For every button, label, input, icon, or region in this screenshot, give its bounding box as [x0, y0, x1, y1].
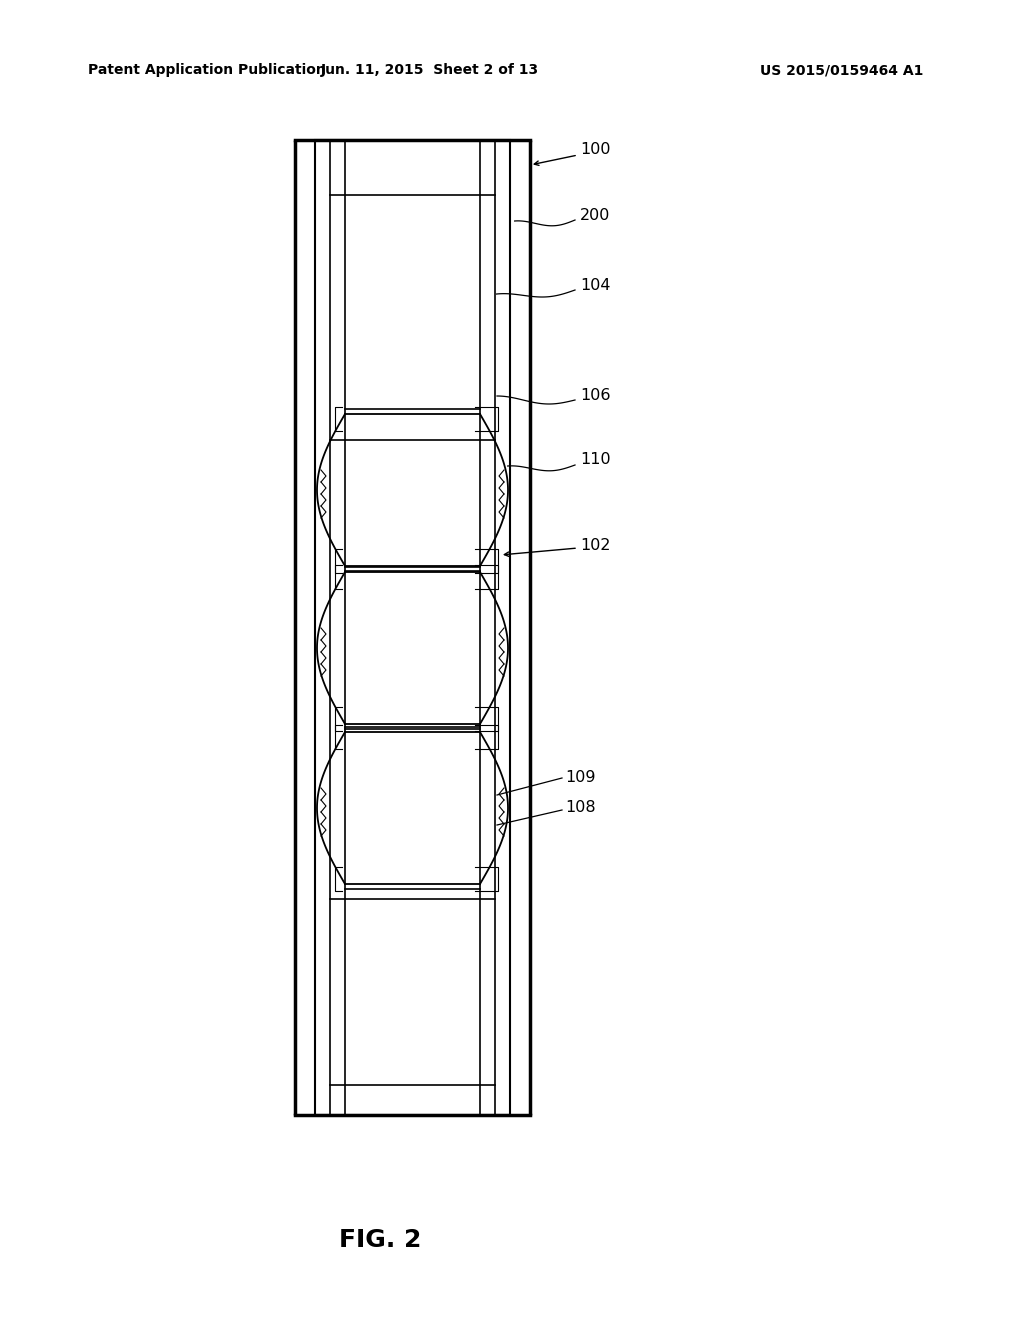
Text: 109: 109	[565, 771, 596, 785]
Text: US 2015/0159464 A1: US 2015/0159464 A1	[760, 63, 924, 77]
Text: 106: 106	[580, 388, 610, 403]
Text: 108: 108	[565, 800, 596, 816]
Text: 200: 200	[580, 207, 610, 223]
Text: Jun. 11, 2015  Sheet 2 of 13: Jun. 11, 2015 Sheet 2 of 13	[321, 63, 539, 77]
Text: 102: 102	[580, 537, 610, 553]
Text: FIG. 2: FIG. 2	[339, 1228, 421, 1251]
Text: 104: 104	[580, 277, 610, 293]
Text: Patent Application Publication: Patent Application Publication	[88, 63, 326, 77]
Text: 110: 110	[580, 453, 610, 467]
Text: 100: 100	[580, 143, 610, 157]
